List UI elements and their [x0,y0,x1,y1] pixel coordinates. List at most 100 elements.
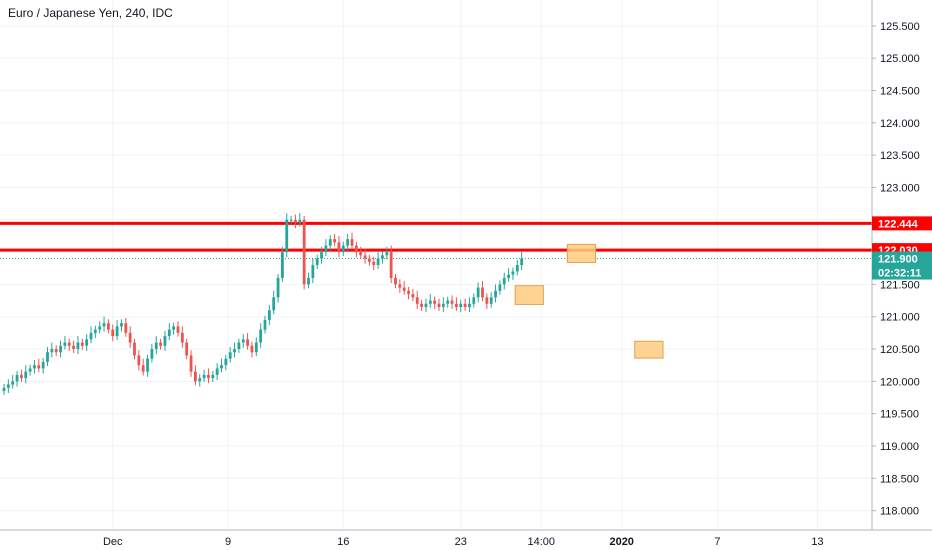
candle-body [354,245,358,253]
candle-body [437,303,441,308]
candle-body [294,219,297,223]
y-tick-label: 119.000 [880,441,919,453]
x-tick-label: 9 [225,536,231,548]
candle-body [237,342,241,350]
x-tick-label: 7 [714,536,720,548]
candle-body [167,329,171,337]
candle-body [385,252,389,256]
candle-body [394,277,397,285]
candle-body [150,349,154,359]
x-axis[interactable]: Dec 9 16 23 14:00 2020 7 13 [103,536,824,548]
rect-annotation[interactable] [566,243,597,263]
candle-body [185,342,189,356]
candle-body [372,261,376,265]
candle-body [498,284,502,291]
level-badge-label: 122.444 [878,218,919,230]
candle-body [11,381,15,385]
candle-body [289,219,293,221]
candle-body [176,326,180,333]
candle-body [502,277,506,285]
candle-body [41,361,45,369]
candle-body [33,365,36,369]
candle-body [102,323,106,327]
rect-annotation[interactable] [514,285,544,305]
candle-body [89,332,93,340]
candle-body [133,342,136,356]
candle-body [307,277,310,285]
candle-body [250,345,254,353]
candle-body [267,310,271,320]
y-tick-label: 125.500 [880,21,920,33]
candle-body [285,219,289,253]
candle-body [389,252,393,278]
candle-body [20,374,23,379]
candle-body [515,265,519,272]
candle-body [194,371,197,382]
y-tick-label: 121.500 [880,279,920,291]
candle-body [15,374,19,382]
candle-body [485,297,489,304]
candle-body [211,374,215,379]
candle-body [359,252,363,256]
candle-body [368,258,371,262]
candle-body [2,387,6,392]
candle-body [172,326,176,330]
y-tick-label: 118.500 [880,473,919,485]
candle-body [46,352,49,362]
candle-body [141,365,145,372]
candle-body [455,303,458,308]
level-badge [872,216,932,231]
candle-body [472,297,476,304]
candle-body [446,300,450,304]
candle-body [107,323,110,330]
candle-body [328,239,332,246]
candle-body [476,287,480,298]
candle-body [111,329,115,337]
y-tick-label: 120.500 [880,344,920,356]
candle-body [489,297,493,304]
candle-body [115,326,119,337]
candle-body [163,336,167,346]
candle-body [246,339,249,346]
candle-body [337,242,341,253]
candle-body [424,303,428,308]
candle-body [398,284,402,288]
candle-body [93,329,97,333]
candle-body [494,290,497,298]
candle-body [120,323,123,327]
chart-title: Euro / Japanese Yen, 240, IDC [8,6,173,20]
rect-annotation[interactable] [634,340,664,359]
candle-body [124,323,128,333]
candle-body [207,374,210,379]
candle-body [411,294,415,298]
candle-body [428,300,432,304]
y-tick-label: 124.500 [880,85,920,97]
candle-body [463,303,467,308]
candle-body [80,342,84,346]
candle-body [259,329,263,343]
candle-body [415,297,419,304]
candle-body [180,332,184,343]
candle-body [224,358,228,366]
countdown-label: 02:32:11 [878,268,921,280]
candle-body [215,368,219,375]
y-tick-label: 123.000 [880,182,920,194]
candle-body [263,319,267,330]
y-tick-label: 119.500 [880,409,919,421]
candle-body [54,349,58,353]
horizontal-levels [0,221,872,260]
candle-body [233,349,236,353]
candle-body [146,358,149,372]
candle-body [72,345,75,350]
candle-body [333,239,336,243]
candle-body [128,332,132,343]
x-tick-label: 16 [337,536,349,548]
candle-body [341,245,345,253]
candle-body [189,355,193,372]
candle-body [402,287,406,291]
rect-annotations [514,243,664,359]
candles [2,213,524,395]
x-tick-label: 13 [811,536,823,548]
candle-body [311,265,315,278]
